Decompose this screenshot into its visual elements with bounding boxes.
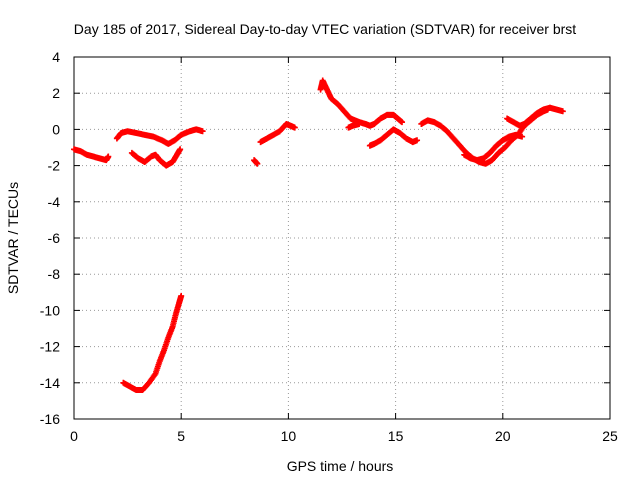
y-tick-label: 0: [52, 121, 60, 137]
x-tick-label: 0: [70, 428, 78, 444]
data-point: [199, 128, 206, 135]
y-tick-label: -6: [48, 230, 61, 246]
series-segment-3: [128, 146, 184, 169]
x-tick-label: 10: [281, 428, 297, 444]
series-segment-12: [504, 104, 566, 129]
data-point: [178, 292, 185, 299]
grid-lines: [74, 57, 610, 419]
series-segment-7: [317, 77, 406, 129]
series-segment-4: [120, 292, 185, 394]
y-tick-label: -12: [40, 339, 60, 355]
data-point: [559, 108, 566, 115]
y-tick-label: -2: [48, 158, 61, 174]
data-point: [356, 120, 363, 127]
series-segment-11: [461, 131, 526, 164]
x-tick-label: 5: [177, 428, 185, 444]
data-point: [105, 153, 112, 160]
data-point: [399, 119, 406, 126]
y-tick-label: 4: [52, 49, 60, 65]
x-tick-labels: 0 5 10 15 20 25: [70, 428, 618, 444]
y-tick-label: -8: [48, 266, 61, 282]
series-segment-5: [251, 157, 261, 167]
series-segment-1: [71, 146, 112, 164]
y-tick-label: -4: [48, 194, 61, 210]
x-axis-label: GPS time / hours: [287, 458, 394, 474]
data-point: [254, 160, 261, 167]
y-axis-label: SDTVAR / TECUs: [5, 182, 21, 294]
axis-ticks: [73, 56, 611, 420]
x-tick-label: 25: [602, 428, 618, 444]
y-tick-label: 2: [52, 85, 60, 101]
data-points: [71, 77, 566, 394]
y-tick-labels: -16 -14 -12 -10 -8 -6 -4 -2 0 2 4: [40, 49, 60, 427]
data-point: [177, 146, 184, 153]
data-point: [414, 137, 421, 144]
series-segment-2: [113, 126, 206, 147]
series-segment-9: [366, 126, 421, 149]
data-point: [519, 133, 526, 140]
y-tick-label: -10: [40, 302, 60, 318]
y-tick-label: -16: [40, 411, 60, 427]
series-segment-6: [257, 120, 298, 146]
x-tick-label: 20: [495, 428, 511, 444]
y-tick-label: -14: [40, 375, 60, 391]
data-point: [291, 124, 298, 131]
series-segment-8: [345, 120, 363, 131]
x-tick-label: 15: [388, 428, 404, 444]
chart-title: Day 185 of 2017, Sidereal Day-to-day VTE…: [74, 21, 576, 37]
